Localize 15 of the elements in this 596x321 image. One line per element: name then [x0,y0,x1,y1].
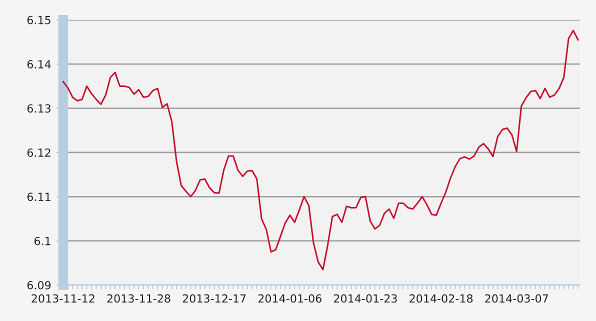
x-tick-label: 2013-12-17 [182,294,246,303]
y-tick-label: 6.12 [27,148,50,157]
y-tick-label: 6.14 [27,60,51,68]
y-tick-label: 6.15 [27,16,50,24]
x-tick-label: 2014-03-07 [485,294,548,303]
line-series [62,30,579,270]
x-tick-label: 2014-01-23 [334,294,397,303]
x-tick-label: 2014-02-18 [410,294,473,303]
y-tick-label: 6.1 [34,236,50,246]
x-tick-label: 2013-11-28 [107,294,170,303]
y-tick-label: 6.13 [27,104,50,113]
x-tick-label: 2014-01-06 [258,294,322,303]
x-tick-label: 2013-11-12 [32,294,94,303]
y-tick-label: 6.09 [27,281,51,290]
y-tick-label: 6.11 [27,192,50,202]
